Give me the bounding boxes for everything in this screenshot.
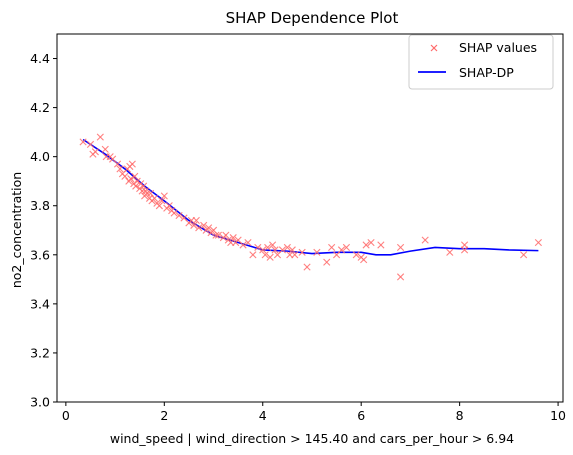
shap-value-point [328, 243, 336, 252]
y-tick-label: 3.8 [30, 198, 50, 213]
x-tick-label: 6 [357, 408, 365, 423]
shap-value-point [303, 263, 311, 271]
shap-dp-line-series [82, 138, 539, 256]
shap-value-point [323, 258, 331, 266]
y-tick-label: 3.2 [30, 345, 50, 360]
shap-value-point [91, 148, 99, 156]
shap-value-point [143, 189, 151, 198]
y-axis: 3.0 3.2 3.4 3.6 3.8 4.0 4.2 4.4 [30, 51, 57, 410]
x-tick-label: 0 [62, 408, 70, 423]
shap-value-point [190, 221, 198, 229]
x-tick-label: 10 [550, 408, 566, 423]
shap-value-point [205, 224, 213, 232]
shap-value-point [131, 172, 139, 180]
plot-area [56, 33, 564, 403]
shap-value-point [146, 189, 155, 198]
legend-marker-shap-values [430, 44, 438, 52]
shap-value-point [352, 251, 360, 259]
shap-value-point [127, 175, 135, 183]
shap-value-point [155, 202, 163, 210]
legend-label-shap-values: SHAP values [459, 40, 537, 55]
shap-value-point [138, 187, 146, 195]
shap-value-point [150, 194, 159, 202]
y-tick-label: 3.4 [30, 296, 50, 311]
shap-value-point [133, 177, 141, 185]
shap-value-point [101, 145, 109, 153]
shap-value-point [165, 202, 173, 210]
shap-value-point [192, 216, 200, 225]
shap-value-point [362, 241, 370, 249]
shap-value-point [264, 243, 272, 252]
shap-value-point [170, 209, 178, 217]
shap-value-point [259, 246, 267, 254]
shap-value-point [121, 172, 129, 180]
shap-value-point [195, 224, 203, 232]
shap-value-point [214, 231, 223, 239]
y-tick-label: 4.0 [30, 149, 50, 164]
x-axis-label: wind_speed | wind_direction > 145.40 and… [110, 431, 514, 446]
shap-value-point [396, 243, 405, 252]
shap-value-point [140, 182, 148, 190]
x-tick-label: 8 [456, 408, 464, 423]
shap-value-point [337, 246, 346, 254]
y-tick-label: 4.4 [30, 51, 50, 66]
shap-value-point [79, 138, 87, 146]
shap-value-point [212, 231, 220, 239]
shap-value-point [421, 236, 429, 244]
y-tick-label: 3.0 [30, 395, 50, 410]
shap-value-point [160, 192, 168, 200]
shap-value-point [283, 243, 291, 252]
shap-value-point [116, 165, 124, 173]
shap-dp-line [82, 138, 539, 256]
shap-value-point [254, 243, 262, 252]
shap-value-point [377, 241, 385, 249]
legend-label-shap-dp: SHAP-DP [459, 65, 514, 80]
shap-value-point [158, 197, 166, 205]
shap-value-point [132, 182, 140, 190]
legend-box [408, 34, 554, 90]
shap-value-point [239, 241, 247, 249]
shap-value-point [266, 253, 274, 261]
y-tick-label: 3.6 [30, 247, 50, 262]
shap-value-point [269, 241, 277, 249]
shap-value-point [360, 256, 368, 264]
shap-value-point [249, 251, 257, 259]
shap-value-point [86, 140, 95, 148]
y-axis-label: no2_concentration [9, 172, 24, 288]
shap-value-point [367, 238, 375, 247]
shap-value-point [534, 238, 542, 247]
shap-value-point [244, 238, 252, 247]
shap-value-point [520, 251, 528, 259]
shap-value-point [313, 248, 321, 256]
shap-value-point [291, 251, 299, 259]
x-tick-label: 2 [160, 408, 168, 423]
shap-value-point [113, 160, 122, 168]
y-tick-label: 4.2 [30, 100, 50, 115]
shap-value-point [128, 160, 136, 168]
shap-value-point [446, 248, 454, 256]
shap-values-scatter-series [79, 133, 542, 281]
shap-value-point [175, 211, 183, 220]
shap-value-point [460, 241, 469, 249]
shap-value-point [271, 246, 279, 254]
shap-value-point [222, 231, 230, 239]
shap-value-point [278, 246, 287, 254]
shap-value-point [96, 133, 104, 141]
shap-value-point [396, 273, 405, 281]
shap-value-point [342, 243, 351, 252]
chart-title: SHAP Dependence Plot [226, 9, 399, 27]
shap-value-point [261, 251, 269, 259]
shap-value-point [288, 246, 296, 254]
shap-value-point [200, 221, 208, 229]
shap-value-point [229, 234, 237, 242]
x-tick-label: 4 [259, 408, 267, 423]
shap-value-point [298, 248, 306, 256]
x-axis: 0 2 4 6 8 10 [62, 402, 566, 423]
legend: SHAP values SHAP-DP [408, 34, 554, 90]
